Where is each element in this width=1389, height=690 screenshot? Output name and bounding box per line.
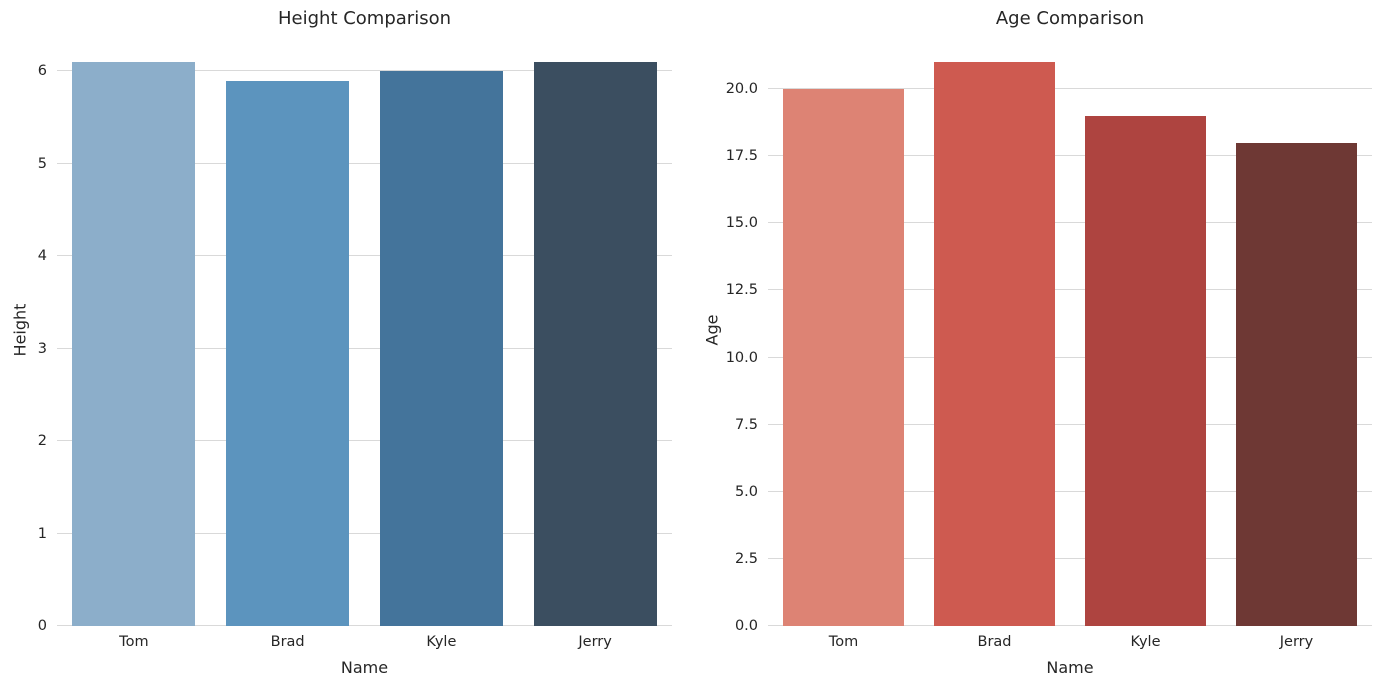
x-tick-label-jerry: Jerry — [1279, 634, 1314, 650]
grid-line — [57, 347, 672, 349]
y-tick-label: 3 — [37, 340, 47, 357]
grid-line — [57, 255, 672, 257]
grid-line — [768, 289, 1372, 291]
x-tick-label-tom: Tom — [828, 634, 859, 650]
x-axis-ticks: Tom Brad Kyle Jerry — [768, 634, 1372, 654]
grid-line — [57, 625, 672, 626]
bar-brad — [934, 62, 1055, 626]
bar-kyle — [1085, 115, 1206, 626]
y-tick-label: 7.5 — [734, 416, 758, 433]
x-tick-label-tom: Tom — [119, 634, 149, 650]
grid-line — [57, 70, 672, 72]
bar-tom — [72, 62, 196, 626]
y-tick-label: 1 — [37, 525, 47, 542]
y-tick-label: 0 — [37, 618, 47, 634]
y-tick-label: 17.5 — [725, 148, 758, 165]
x-axis-ticks: Tom Brad Kyle Jerry — [57, 634, 672, 654]
bar-jerry — [533, 62, 657, 626]
grid-line — [768, 557, 1372, 559]
bar-brad — [226, 80, 350, 626]
y-tick-label: 10.0 — [725, 349, 758, 366]
y-tick-label: 4 — [37, 248, 47, 265]
y-tick-label: 0.0 — [734, 618, 758, 634]
grid-line — [768, 155, 1372, 157]
grid-line — [57, 440, 672, 442]
grid-line — [57, 162, 672, 164]
grid-line — [768, 88, 1372, 90]
bar-tom — [783, 89, 904, 626]
x-tick-label-brad: Brad — [270, 634, 305, 650]
plot-area — [768, 34, 1372, 626]
grid-line — [57, 532, 672, 534]
grid-line — [768, 356, 1372, 358]
grid-line — [768, 625, 1372, 626]
x-axis-label: Name — [1046, 658, 1094, 677]
plot-area — [57, 34, 672, 626]
y-tick-label: 12.5 — [725, 282, 758, 299]
x-tick-label-kyle: Kyle — [426, 634, 457, 650]
chart-title: Age Comparison — [995, 8, 1145, 29]
bar-kyle — [379, 71, 503, 626]
x-tick-label-brad: Brad — [977, 634, 1012, 650]
grid-line — [768, 423, 1372, 425]
y-tick-label: 2.5 — [734, 550, 758, 567]
y-axis-ticks: 0 1 2 3 4 5 6 — [0, 34, 47, 634]
y-tick-label: 5 — [37, 155, 47, 172]
x-axis-label: Name — [340, 658, 389, 677]
y-tick-label: 5.0 — [734, 483, 758, 500]
x-tick-label-kyle: Kyle — [1130, 634, 1161, 650]
grid-line — [768, 222, 1372, 224]
y-axis-ticks: 0.0 2.5 5.0 7.5 10.0 12.5 15.0 17.5 20.0 — [700, 34, 758, 634]
y-tick-label: 20.0 — [725, 81, 758, 98]
y-tick-label: 15.0 — [725, 215, 758, 232]
y-tick-label: 2 — [37, 433, 47, 450]
y-tick-label: 6 — [37, 63, 47, 80]
grid-line — [768, 490, 1372, 492]
x-tick-label-jerry: Jerry — [578, 634, 612, 650]
chart-title: Height Comparison — [278, 8, 451, 29]
bar-jerry — [1236, 142, 1357, 626]
